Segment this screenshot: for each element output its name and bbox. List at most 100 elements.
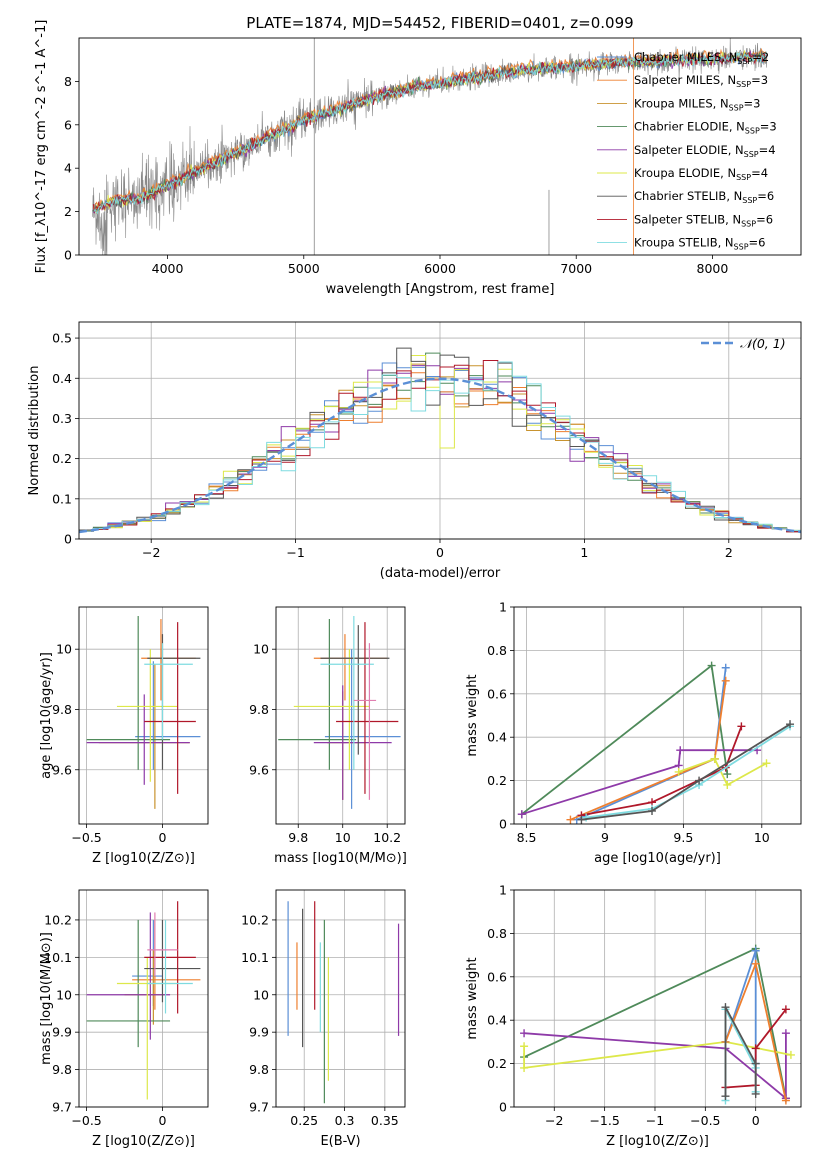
axes-frame — [78, 606, 209, 825]
y-tick-label: 9.8 — [52, 1062, 72, 1077]
x-axis-label: wavelength [Angstrom, rest frame] — [326, 282, 555, 297]
weight-marker — [674, 767, 683, 776]
weight-marker — [751, 1089, 760, 1098]
y-tick-label: 9.8 — [249, 702, 269, 717]
x-tick-label: 0.35 — [371, 1113, 399, 1128]
x-tick-label: −0.5 — [71, 1113, 101, 1128]
x-axis-label: age [log10(age/yr)] — [594, 851, 721, 866]
y-tick-label: 10 — [56, 987, 72, 1002]
y-axis-label: Normed distribution — [27, 366, 42, 496]
weight-marker — [695, 776, 704, 785]
x-tick-label: 0 — [436, 545, 444, 560]
y-tick-label: 9.9 — [249, 1025, 269, 1040]
histogram-salpeter-stelib — [79, 360, 801, 533]
y-tick-label: 8 — [64, 74, 72, 89]
weight-marker — [520, 1029, 529, 1038]
weight-marker — [762, 759, 771, 768]
weight-marker — [721, 1092, 730, 1101]
axes-frame — [513, 606, 802, 825]
axes-spectrum: 4000 5000 6000 7000 8000 0 2 4 6 8 wavelength [Ang… — [34, 20, 802, 297]
legend-label: Kroupa MILES, NSSP=3 — [634, 96, 760, 112]
y-tick-label: 0.1 — [52, 491, 72, 506]
weight-marker — [737, 722, 746, 731]
weight-marker — [520, 1042, 529, 1051]
x-tick-label: −2 — [142, 545, 160, 560]
x-tick-label: 9.5 — [673, 830, 693, 845]
weight-marker — [676, 746, 685, 755]
weight-marker — [577, 815, 586, 824]
y-tick-label: 9.6 — [249, 762, 269, 777]
y-tick-label: 0.2 — [52, 451, 72, 466]
y-tick-label: 0.6 — [487, 686, 507, 701]
weight-marker — [648, 806, 657, 815]
x-tick-label: 8.5 — [517, 830, 537, 845]
weight-marker — [781, 1005, 790, 1014]
y-tick-label: 0.8 — [487, 643, 507, 658]
x-tick-label: 0 — [158, 1113, 166, 1128]
y-tick-label: 2 — [64, 204, 72, 219]
weight-marker — [721, 1003, 730, 1012]
axes-frame — [275, 889, 406, 1108]
y-tick-label: 0.3 — [52, 411, 72, 426]
weight-line — [581, 723, 791, 821]
weight-marker — [786, 1050, 795, 1059]
x-tick-label: 2 — [725, 545, 733, 560]
x-tick-label: 4000 — [152, 261, 184, 276]
x-tick-label: −0.5 — [690, 1113, 720, 1128]
weight-line — [678, 757, 767, 787]
axes-frame — [78, 37, 802, 256]
normal-curve — [79, 377, 801, 534]
weight-marker — [751, 946, 760, 955]
x-tick-label: 9.8 — [288, 830, 308, 845]
plot-area-age_vs_Z — [86, 616, 201, 809]
weight-marker — [721, 676, 730, 685]
y-tick-label: 0.2 — [487, 1056, 507, 1071]
y-tick-label: 9.8 — [52, 702, 72, 717]
x-axis-label: E(B-V) — [320, 1134, 360, 1149]
x-tick-label: 8000 — [697, 261, 729, 276]
y-tick-label: 10.2 — [44, 912, 72, 927]
y-tick-label: 0 — [499, 1100, 507, 1115]
weight-marker — [710, 754, 719, 763]
weight-marker — [786, 720, 795, 729]
axes-mass_vs_EBV: 0.25 0.3 0.35 9.7 9.8 9.9 10 10.1 10.2 E(B-V) — [241, 889, 406, 1149]
y-tick-label: 10 — [56, 642, 72, 657]
x-tick-label: 10 — [335, 830, 351, 845]
weight-marker — [751, 1059, 760, 1068]
weight-marker — [566, 815, 575, 824]
legend-label: Salpeter ELODIE, NSSP=4 — [634, 143, 776, 159]
plot-area-spectrum — [92, 38, 768, 255]
axes-frame — [78, 321, 802, 540]
axes-frame — [275, 606, 406, 825]
axes-age_vs_mass: 9.8 10 10.2 9.6 9.8 10 mass [log10(M/M⊙)] — [249, 606, 407, 866]
y-axis-label: age [log10(age/yr)] — [39, 652, 54, 779]
y-tick-label: 0.6 — [487, 969, 507, 984]
legend-label: Kroupa ELODIE, NSSP=4 — [634, 166, 768, 182]
legend-label: 𝒩(0, 1) — [740, 336, 786, 351]
y-tick-label: 0.4 — [487, 730, 507, 745]
weight-marker — [751, 959, 760, 968]
y-tick-label: 10.1 — [44, 950, 72, 965]
x-tick-label: 7000 — [560, 261, 592, 276]
x-tick-label: −2 — [545, 1113, 563, 1128]
x-tick-label: 5000 — [288, 261, 320, 276]
plot-area-weight_vs_Z — [520, 944, 795, 1105]
x-tick-label: 0.3 — [335, 1113, 355, 1128]
plot-area-mass_vs_Z — [86, 901, 201, 1100]
y-tick-label: 10.1 — [241, 950, 269, 965]
plot-area-weight_vs_age — [517, 661, 795, 824]
legend-label: Salpeter STELIB, NSSP=6 — [634, 212, 773, 228]
y-tick-label: 9.9 — [52, 1025, 72, 1040]
y-tick-label: 6 — [64, 117, 72, 132]
x-axis-label: Z [log10(Z/Z⊙)] — [92, 851, 195, 866]
weight-marker — [723, 780, 732, 789]
legend-label: Chabrier MILES, NSSP=2 — [634, 50, 769, 66]
axes-age_vs_Z: −0.5 0 9.6 9.8 10 Z [log10(Z/Z⊙)] age [log10(a… — [39, 606, 209, 866]
weight-marker — [781, 1096, 790, 1105]
weight-line — [576, 667, 727, 821]
axes-weight_vs_age: 8.5 9 9.5 10 0 0.2 0.4 0.6 0.8 1 age [log10(age/yr… — [465, 600, 802, 866]
y-tick-label: 0.5 — [52, 331, 72, 346]
x-axis-label: (data-model)/error — [380, 566, 501, 581]
plot-area-mass_vs_EBV — [287, 901, 400, 1104]
legend-label: Kroupa STELIB, NSSP=6 — [634, 236, 765, 252]
